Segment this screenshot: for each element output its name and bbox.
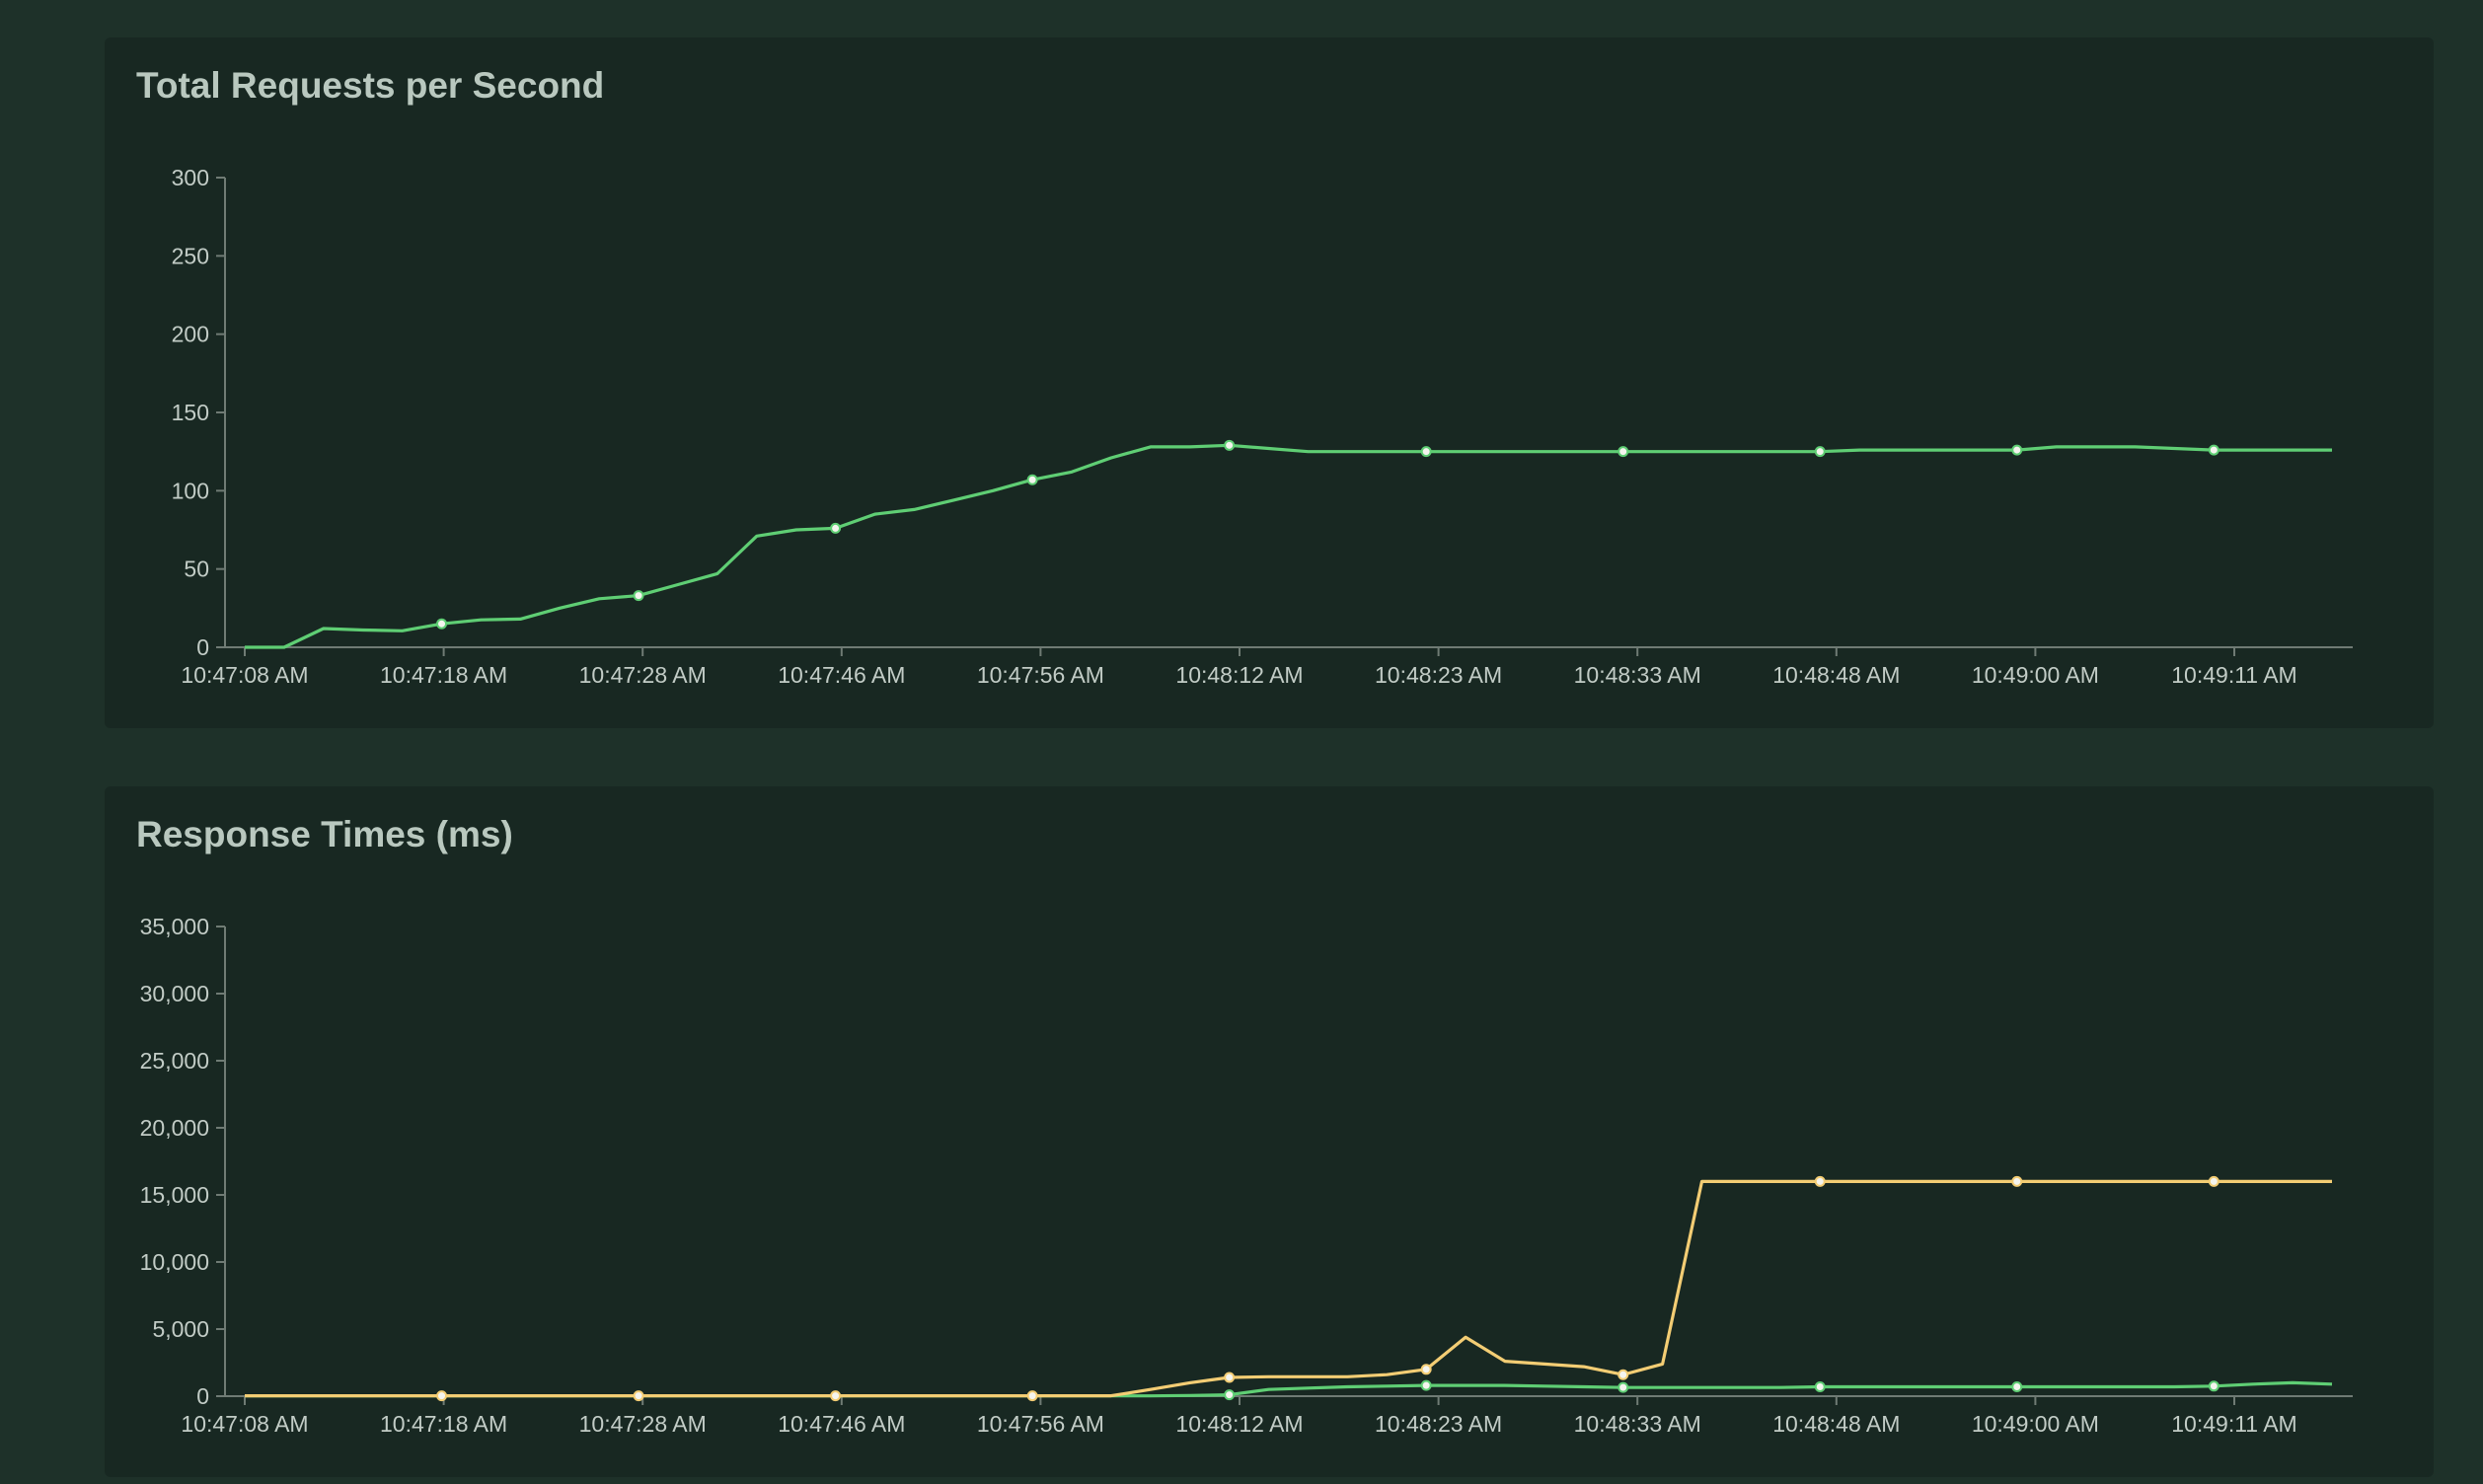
response-times-panel: Response Times (ms) 0 5,000 10,000 15,000 20… — [105, 786, 2434, 1477]
x-tick-label: 10:49:00 AM — [1972, 1411, 2099, 1437]
y-tick-label: 20,000 — [140, 1115, 209, 1141]
x-tick-label: 10:47:46 AM — [778, 662, 905, 688]
response-times-chart[interactable]: 0 5,000 10,000 15,000 20,000 25,000 30,000 35,0… — [105, 786, 2434, 1477]
y-tick-label: 30,000 — [140, 981, 209, 1006]
x-tick-label: 10:49:11 AM — [2171, 1411, 2296, 1437]
data-point[interactable] — [1026, 474, 1038, 485]
data-point[interactable] — [1026, 1390, 1038, 1402]
x-tick-label: 10:48:48 AM — [1772, 662, 1900, 688]
requests-per-second-panel: Total Requests per Second 0 50 100 150 200 25… — [105, 37, 2434, 728]
data-point[interactable] — [2011, 1380, 2023, 1392]
x-tick-label: 10:47:08 AM — [181, 1411, 308, 1437]
data-point[interactable] — [1224, 1389, 1236, 1401]
y-tick-label: 150 — [172, 400, 209, 425]
y-tick-label: 25,000 — [140, 1048, 209, 1074]
data-point[interactable] — [2208, 1380, 2220, 1392]
data-point[interactable] — [2011, 444, 2023, 456]
x-tick-label: 10:49:11 AM — [2171, 662, 2296, 688]
y-tick-label: 10,000 — [140, 1249, 209, 1275]
data-point[interactable] — [830, 522, 842, 534]
x-tick-label: 10:48:12 AM — [1175, 662, 1303, 688]
y-tick-label: 5,000 — [152, 1316, 209, 1342]
data-point[interactable] — [1814, 1380, 1826, 1392]
y-tick-label: 0 — [196, 634, 209, 660]
y-tick-label: 0 — [196, 1383, 209, 1409]
data-point[interactable] — [2208, 444, 2220, 456]
x-tick-label: 10:47:08 AM — [181, 662, 308, 688]
data-point[interactable] — [2011, 1175, 2023, 1187]
x-tick-label: 10:48:33 AM — [1574, 662, 1701, 688]
x-tick-label: 10:47:46 AM — [778, 1411, 905, 1437]
y-tick-label: 35,000 — [140, 914, 209, 939]
data-point[interactable] — [1224, 439, 1236, 451]
data-point[interactable] — [1814, 1175, 1826, 1187]
data-point[interactable] — [1420, 1379, 1432, 1391]
data-point[interactable] — [830, 1390, 842, 1402]
data-point[interactable] — [1420, 1364, 1432, 1375]
x-tick-label: 10:47:56 AM — [977, 1411, 1104, 1437]
x-tick-label: 10:47:56 AM — [977, 662, 1104, 688]
x-tick-label: 10:48:12 AM — [1175, 1411, 1303, 1437]
data-point[interactable] — [1420, 446, 1432, 458]
data-point[interactable] — [633, 590, 644, 602]
y-tick-label: 300 — [172, 165, 209, 190]
x-tick-label: 10:48:23 AM — [1375, 662, 1502, 688]
x-tick-label: 10:47:28 AM — [579, 662, 707, 688]
data-point[interactable] — [1618, 1381, 1629, 1393]
x-tick-label: 10:48:48 AM — [1772, 1411, 1900, 1437]
data-point[interactable] — [2208, 1175, 2220, 1187]
y-tick-label: 250 — [172, 243, 209, 268]
y-tick-label: 50 — [184, 556, 209, 582]
data-point[interactable] — [1814, 446, 1826, 458]
response-times-title: Response Times (ms) — [136, 814, 513, 854]
y-tick-label: 15,000 — [140, 1182, 209, 1208]
y-tick-label: 200 — [172, 322, 209, 347]
data-point[interactable] — [633, 1390, 644, 1402]
x-tick-label: 10:49:00 AM — [1972, 662, 2099, 688]
data-point[interactable] — [1224, 1372, 1236, 1383]
series-line-1[interactable] — [245, 443, 2332, 649]
data-point[interactable] — [1618, 1369, 1629, 1380]
data-point[interactable] — [436, 618, 448, 630]
data-point[interactable] — [1618, 446, 1629, 458]
x-tick-label: 10:47:28 AM — [579, 1411, 707, 1437]
x-tick-label: 10:48:23 AM — [1375, 1411, 1502, 1437]
x-tick-label: 10:47:18 AM — [380, 1411, 507, 1437]
requests-per-second-title: Total Requests per Second — [136, 65, 605, 106]
y-tick-label: 100 — [172, 478, 209, 503]
requests-per-second-chart[interactable]: 0 50 100 150 200 250 300 10:47:08 AM 10:47:18 AM… — [105, 37, 2434, 728]
x-tick-label: 10:47:18 AM — [380, 662, 507, 688]
series-line-2[interactable] — [245, 1179, 2332, 1398]
data-point[interactable] — [436, 1390, 448, 1402]
x-tick-label: 10:48:33 AM — [1574, 1411, 1701, 1437]
